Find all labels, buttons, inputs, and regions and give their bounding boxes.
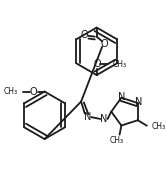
Text: N: N	[100, 114, 108, 124]
Text: CH₃: CH₃	[4, 87, 18, 96]
Text: O: O	[80, 30, 88, 40]
Text: O: O	[30, 86, 37, 97]
Text: CH₃: CH₃	[113, 60, 127, 69]
Text: CH₃: CH₃	[110, 136, 124, 145]
Text: N: N	[84, 112, 91, 122]
Text: O: O	[100, 39, 108, 49]
Text: N: N	[135, 97, 142, 107]
Text: O: O	[94, 59, 101, 69]
Text: N: N	[118, 92, 125, 102]
Text: CH₃: CH₃	[151, 122, 166, 131]
